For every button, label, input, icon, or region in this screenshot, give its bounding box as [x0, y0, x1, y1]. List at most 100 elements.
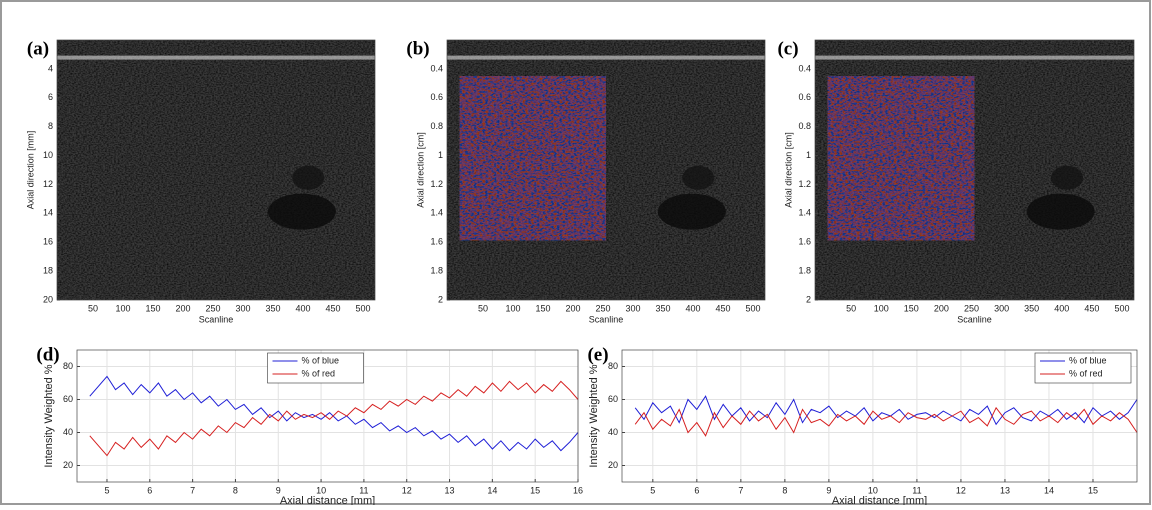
x-tick-label: 150	[535, 303, 550, 313]
x-tick-label: 300	[235, 303, 250, 313]
y-tick-label: 2	[438, 294, 443, 304]
bright-layer	[57, 55, 375, 60]
x-tick-label: 14	[487, 485, 497, 495]
y-tick-label: 60	[608, 394, 618, 404]
x-tick-label: 500	[355, 303, 370, 313]
x-tick-label: 10	[868, 485, 878, 495]
x-tick-label: 150	[145, 303, 160, 313]
y-tick-label: 1.6	[798, 237, 811, 247]
x-tick-label: 100	[505, 303, 520, 313]
x-tick-label: 15	[530, 485, 540, 495]
y-tick-label: 12	[43, 179, 53, 189]
bright-layer	[815, 55, 1134, 60]
y-tick-label: 40	[608, 427, 618, 437]
x-tick-label: 8	[782, 485, 787, 495]
x-tick-label: 50	[88, 303, 98, 313]
lesion	[682, 165, 715, 190]
legend-box	[1034, 352, 1132, 384]
x-tick-label: 13	[1000, 485, 1010, 495]
x-tick-label: 400	[295, 303, 310, 313]
y-tick-label: 1.4	[430, 208, 443, 218]
y-tick-label: 0.4	[798, 63, 811, 73]
x-tick-label: 13	[445, 485, 455, 495]
x-tick-label: 400	[685, 303, 700, 313]
x-tick-label: 5	[650, 485, 655, 495]
x-tick-label: 7	[738, 485, 743, 495]
axes-box	[56, 39, 376, 301]
y-tick-label: 0.6	[430, 92, 443, 102]
y-tick-label: 1.2	[798, 179, 811, 189]
x-tick-label: 8	[233, 485, 238, 495]
vessel	[1026, 193, 1095, 230]
x-tick-label: 400	[1054, 303, 1069, 313]
x-tick-label: 11	[359, 485, 368, 495]
y-tick-label: 0.4	[430, 63, 443, 73]
x-tick-label: 9	[276, 485, 281, 495]
x-tick-label: 100	[874, 303, 889, 313]
x-tick-label: 6	[147, 485, 152, 495]
lesion	[1051, 165, 1084, 190]
legend-box	[267, 352, 364, 384]
y-tick-label: 6	[48, 92, 53, 102]
y-tick-label: 20	[608, 460, 618, 470]
y-tick-label: 1.4	[798, 208, 811, 218]
y-axis-label: Axial direction [cm]	[415, 132, 425, 208]
y-tick-label: 80	[63, 361, 73, 371]
axes-box	[814, 39, 1135, 301]
x-tick-label: 150	[904, 303, 919, 313]
x-tick-label: 12	[402, 485, 412, 495]
axes-box	[446, 39, 766, 301]
axes-box	[76, 349, 579, 483]
y-tick-label: 0.6	[798, 92, 811, 102]
x-axis-label: Axial distance [mm]	[280, 495, 375, 505]
x-tick-label: 250	[964, 303, 979, 313]
panel-label: (d)	[36, 344, 59, 365]
legend-label: % of blue	[1069, 355, 1107, 365]
y-tick-label: 60	[63, 394, 73, 404]
x-tick-label: 6	[694, 485, 699, 495]
y-tick-label: 4	[48, 63, 53, 73]
x-tick-label: 500	[745, 303, 760, 313]
legend-label: % of blue	[302, 355, 340, 365]
x-tick-label: 350	[655, 303, 670, 313]
x-tick-label: 50	[478, 303, 488, 313]
x-tick-label: 10	[316, 485, 326, 495]
y-axis-label: Axial direction [cm]	[783, 132, 793, 208]
overlay-region	[459, 76, 606, 241]
data-line	[89, 380, 579, 457]
panel-label: (a)	[27, 38, 49, 59]
bright-layer	[447, 55, 765, 60]
vessel	[657, 193, 726, 230]
x-tick-label: 16	[573, 485, 583, 495]
lesion	[292, 165, 325, 190]
y-tick-label: 1	[438, 150, 443, 160]
y-tick-label: 14	[43, 208, 53, 218]
y-tick-label: 2	[806, 294, 811, 304]
overlay-region	[827, 76, 975, 241]
x-tick-label: 250	[595, 303, 610, 313]
x-tick-label: 50	[846, 303, 856, 313]
y-tick-label: 1	[806, 150, 811, 160]
x-tick-label: 7	[190, 485, 195, 495]
y-tick-label: 8	[48, 121, 53, 131]
y-tick-label: 1.8	[430, 265, 443, 275]
y-tick-label: 1.2	[430, 179, 443, 189]
x-axis-label: Axial distance [mm]	[832, 495, 927, 505]
x-tick-label: 300	[625, 303, 640, 313]
x-tick-label: 450	[325, 303, 340, 313]
x-tick-label: 350	[265, 303, 280, 313]
y-tick-label: 1.8	[798, 265, 811, 275]
axes-box	[621, 349, 1138, 483]
y-tick-label: 10	[43, 150, 53, 160]
panel-label: (b)	[406, 38, 429, 59]
y-tick-label: 20	[43, 294, 53, 304]
x-tick-label: 15	[1088, 485, 1098, 495]
x-tick-label: 500	[1114, 303, 1129, 313]
data-line	[634, 406, 1138, 437]
y-axis-label: Intensity Weighted %	[43, 364, 55, 467]
y-tick-label: 1.6	[430, 237, 443, 247]
x-tick-label: 200	[565, 303, 580, 313]
y-axis-label: Intensity Weighted %	[588, 364, 600, 467]
